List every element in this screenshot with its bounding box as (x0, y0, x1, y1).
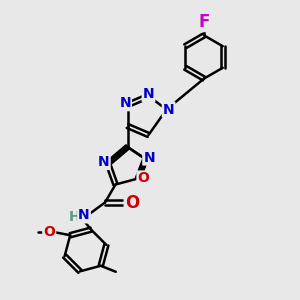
Text: N: N (78, 208, 90, 222)
Text: N: N (143, 87, 154, 101)
Text: N: N (119, 96, 131, 110)
Text: N: N (143, 151, 155, 164)
Text: O: O (43, 225, 55, 239)
Text: N: N (98, 155, 110, 169)
Text: N: N (163, 103, 174, 116)
Text: F: F (198, 13, 210, 31)
Text: O: O (125, 194, 139, 211)
Text: H: H (68, 210, 80, 224)
Text: O: O (137, 172, 149, 185)
